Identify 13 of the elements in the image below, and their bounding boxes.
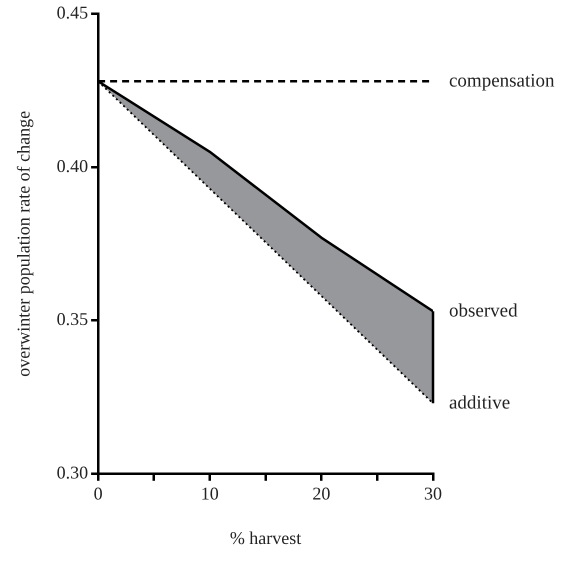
series-label: compensation — [449, 70, 556, 92]
x-axis-title: % harvest — [230, 528, 302, 548]
x-tick-label: 20 — [312, 483, 330, 504]
y-tick-label: 0.40 — [56, 156, 88, 176]
y-tick-label: 0.30 — [56, 462, 88, 483]
series-label: additive — [449, 392, 510, 414]
x-tick-label: 30 — [424, 483, 442, 504]
x-tick-label: 10 — [200, 483, 219, 504]
y-axis-title: overwinter population rate of change — [14, 110, 34, 377]
x-tick-label: 0 — [94, 483, 103, 504]
y-tick-label: 0.35 — [56, 309, 88, 330]
series-label: observed — [449, 300, 518, 322]
y-tick-label: 0.45 — [56, 2, 88, 23]
